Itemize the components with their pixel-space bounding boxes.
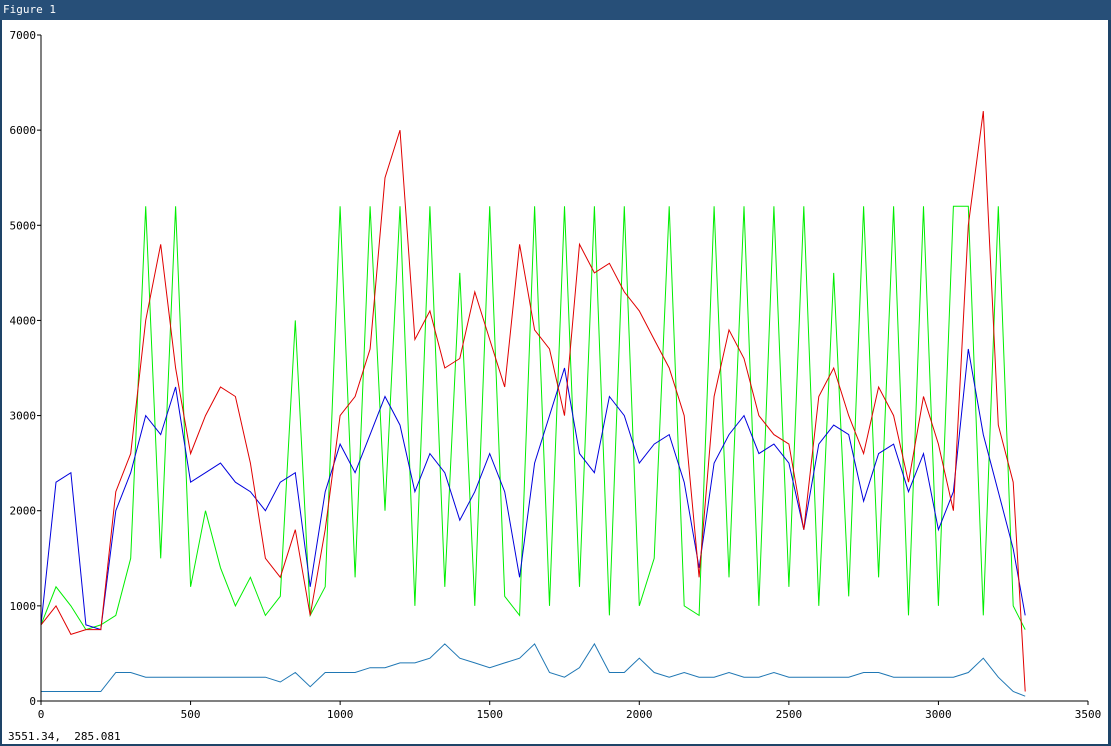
x-tick-label: 2000 [626, 708, 653, 721]
x-tick-label: 1500 [476, 708, 503, 721]
y-tick-label: 2000 [10, 505, 37, 518]
x-tick-label: 3500 [1075, 708, 1102, 721]
status-text: 3551.34, 285.081 [8, 730, 121, 743]
y-tick-label: 4000 [10, 314, 37, 327]
x-tick-label: 500 [181, 708, 201, 721]
y-tick-label: 0 [29, 695, 36, 708]
x-tick-label: 2500 [776, 708, 803, 721]
series-line [40, 348, 1026, 631]
x-tick-label: 0 [38, 708, 45, 721]
x-tick-label: 3000 [925, 708, 952, 721]
series-line [40, 205, 1026, 631]
y-tick-label: 7000 [10, 29, 37, 42]
figure-window [2, 20, 1108, 744]
y-tick-label: 5000 [10, 219, 37, 232]
series-line [40, 111, 1026, 692]
x-tick-label: 1000 [327, 708, 354, 721]
series-line [41, 642, 1026, 697]
y-tick-label: 3000 [10, 410, 37, 423]
title-bar: Figure 1 [0, 0, 1111, 20]
y-tick-label: 1000 [10, 600, 37, 613]
y-tick-label: 6000 [10, 124, 37, 137]
